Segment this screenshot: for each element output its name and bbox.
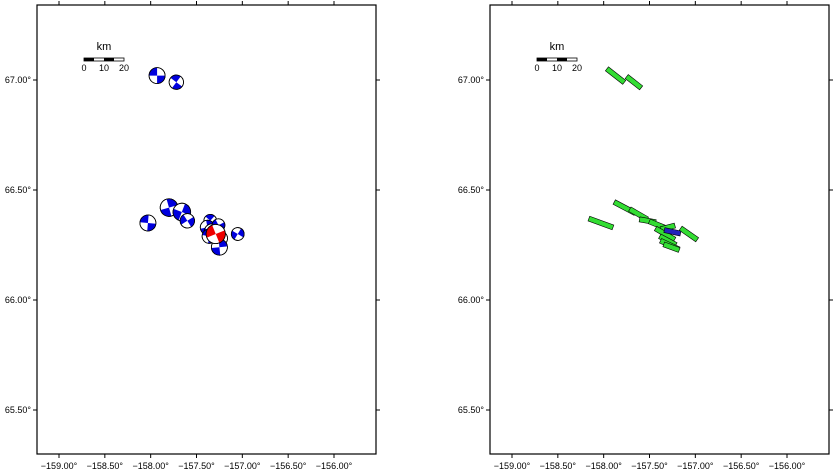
beachball-highlight	[205, 223, 226, 245]
x-tick-label: −156.00°	[769, 461, 806, 471]
beachball-quadrant	[139, 215, 149, 223]
y-tick-label: 66.00°	[458, 295, 485, 305]
beachball	[179, 213, 195, 229]
beachball-quadrant	[215, 230, 226, 243]
scale-bar-label: 0	[81, 63, 86, 73]
x-tick-label: −159.00°	[494, 461, 531, 471]
beachball-rim	[179, 213, 195, 229]
x-tick-label: −157.00°	[677, 461, 714, 471]
beachball-rim	[168, 74, 184, 90]
x-tick-label: −157.50°	[178, 461, 215, 471]
y-tick-label: 67.00°	[5, 75, 32, 85]
y-tick-label: 66.00°	[5, 295, 32, 305]
x-tick-label: −156.50°	[723, 461, 760, 471]
x-tick-label: −156.00°	[316, 461, 353, 471]
x-tick-label: −157.50°	[631, 461, 668, 471]
x-tick-label: −158.50°	[540, 461, 577, 471]
focal-mechanism-panel: −159.00° −158.50° −158.00° −157.50° −157.00°…	[5, 1, 380, 471]
x-tick-label: −158.50°	[87, 461, 124, 471]
map-frame	[36, 4, 377, 455]
beachball-quadrant	[231, 230, 238, 240]
beachball-rim	[148, 67, 166, 84]
fault-plane	[678, 225, 700, 243]
map-frame	[489, 4, 830, 455]
scale-bar-title: km	[550, 41, 565, 53]
beachball-quadrant	[187, 216, 195, 227]
fault-plane	[662, 241, 681, 253]
x-tick-label: −157.00°	[224, 461, 261, 471]
scale-bar-label: 0	[534, 63, 539, 73]
x-tick-label: −156.50°	[270, 461, 307, 471]
fault-plane	[624, 74, 644, 91]
scale-bar-label: 10	[552, 63, 562, 73]
beachball	[148, 67, 166, 84]
fault-plane-highlight	[663, 227, 682, 237]
beachball-quadrant	[180, 214, 188, 225]
beachball-rim	[139, 214, 157, 232]
x-tick-label: −159.00°	[41, 461, 78, 471]
y-tick-label: 65.50°	[5, 405, 32, 415]
scale-bar-segment	[537, 58, 547, 61]
x-tick-label: −158.00°	[585, 461, 622, 471]
scale-bar-segment	[84, 58, 94, 61]
beachball-quadrant	[170, 75, 181, 83]
scale-bar-segment	[104, 58, 114, 61]
beachball-rim	[230, 227, 245, 241]
beachball-rim	[205, 223, 226, 245]
beachball	[139, 214, 157, 232]
beachball-quadrant	[237, 228, 245, 238]
y-tick-label: 67.00°	[458, 75, 485, 85]
fault-plane-panel: −159.00° −158.50° −158.00° −157.50° −157.00°…	[458, 1, 833, 471]
scale-bar-segment	[557, 58, 567, 61]
scale-bar-label: 20	[119, 63, 129, 73]
fault-plane	[604, 66, 627, 85]
beachball	[230, 227, 245, 241]
beachball-quadrant	[149, 67, 158, 76]
fault-plane	[587, 215, 615, 231]
y-tick-label: 65.50°	[458, 405, 485, 415]
beachball-quadrant	[172, 82, 183, 90]
beachball-quadrant	[147, 223, 156, 231]
beachball-quadrant	[206, 225, 216, 238]
scale-bar-title: km	[97, 41, 112, 53]
beachball-quadrant	[157, 75, 166, 84]
scale-bar-label: 20	[572, 63, 582, 73]
y-tick-label: 66.50°	[458, 185, 485, 195]
scale-bar-label: 10	[99, 63, 109, 73]
beachball-quadrant	[211, 247, 221, 256]
y-tick-label: 66.50°	[5, 185, 32, 195]
beachball-quadrant	[205, 214, 215, 221]
x-tick-label: −158.00°	[132, 461, 169, 471]
beachball	[168, 74, 184, 90]
